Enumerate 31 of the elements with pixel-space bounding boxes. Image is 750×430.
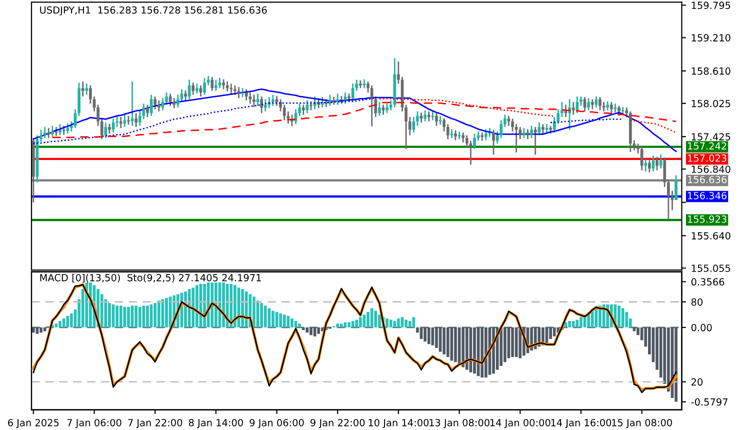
y2-tick-label: 20 <box>691 378 703 386</box>
x-tick-label: 14 Jan 16:00 <box>551 418 612 428</box>
x-tick-label: 9 Jan 06:00 <box>250 418 304 428</box>
ref-line-label: 156.636 <box>688 176 727 184</box>
y-tick-label: 157.425 <box>692 133 730 140</box>
x-tick-label: 15 Jan 08:00 <box>612 418 672 428</box>
y-tick-label: -0.5797 <box>691 398 728 406</box>
y-tick-label: 155.640 <box>692 232 730 240</box>
y-tick-label: 158.025 <box>692 100 730 108</box>
ref-line-label: 155.923 <box>688 215 726 223</box>
y-tick-label: 0.3566 <box>691 278 724 286</box>
chart-title: USDJPY,H1 156.283 156.728 156.281 156.636 <box>40 6 267 16</box>
x-tick-label: 10 Jan 14:00 <box>368 418 429 428</box>
ref-line-label: 157.242 <box>688 142 726 150</box>
y-tick-label: 0.00 <box>691 324 712 332</box>
x-tick-label: 7 Jan 06:00 <box>67 418 122 428</box>
y-tick-label: 156.840 <box>692 166 730 173</box>
y-tick-label: 158.610 <box>692 67 730 75</box>
y-tick-label: 159.795 <box>692 2 730 10</box>
x-tick-label: 14 Jan 00:00 <box>490 418 550 428</box>
x-tick-label: 8 Jan 14:00 <box>188 418 243 428</box>
chart-title: MACD [0](13,50) Sto(9,2,5) 27.1405 24.1971 <box>40 274 261 282</box>
ref-line-label: 156.346 <box>688 192 727 200</box>
x-tick-label: 7 Jan 22:00 <box>128 418 182 428</box>
ref-line-label: 157.023 <box>688 154 726 162</box>
y2-tick-label: 80 <box>691 298 703 306</box>
y-tick-label: 155.055 <box>692 264 730 272</box>
x-tick-label: 6 Jan 2025 <box>8 418 59 428</box>
x-tick-label: 13 Jan 08:00 <box>430 418 490 428</box>
x-tick-label: 9 Jan 22:00 <box>310 418 365 428</box>
y-tick-label: 159.210 <box>692 34 730 42</box>
